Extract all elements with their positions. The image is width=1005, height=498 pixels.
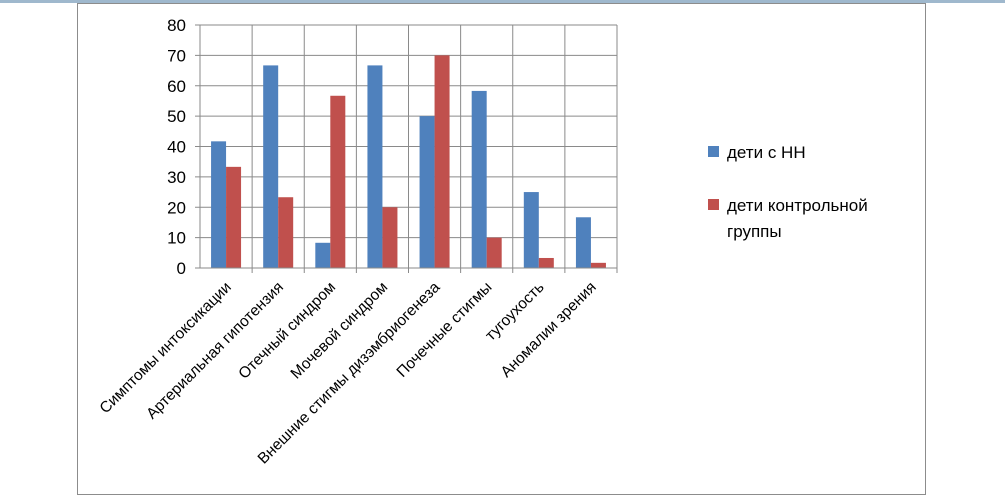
bar-nn [315,242,331,268]
bar-control [590,262,606,268]
x-tick-label: Отечный синдром [235,279,339,383]
x-tick-label: Аномалии зрения [498,279,600,381]
bar-control [330,95,346,269]
bar-nn [523,192,539,268]
y-tick-label: 70 [167,46,186,65]
bar-control [538,257,554,268]
bar-nn [211,141,227,268]
y-tick-label: 80 [167,16,186,35]
legend-swatch [708,146,719,157]
y-tick-label: 10 [167,229,186,248]
bar-nn [471,90,487,268]
top-rule [0,0,1005,3]
bar-nn [367,65,383,269]
legend-label: группы [727,222,782,241]
y-tick-label: 40 [167,138,186,157]
bar-control [226,166,242,268]
bars [211,55,606,269]
legend-label: дети с НН [727,143,806,162]
x-tick-label: Почечные стигмы [394,279,496,381]
bar-nn [575,217,591,268]
y-tick-label: 60 [167,77,186,96]
legend-label: дети контрольной [727,196,868,215]
bar-control [278,197,294,268]
legend: дети с НН дети контрольной группы [708,143,868,241]
bar-control [434,55,450,268]
bar-nn [263,65,279,269]
bar-nn [419,116,435,268]
bar-control [382,207,398,268]
x-tick-label: Внешние стигмы дизэмбриогенеза [255,279,444,468]
gridlines [200,24,618,273]
y-tick-label: 50 [167,107,186,126]
y-tick-label: 0 [177,259,186,278]
axes [195,24,617,269]
x-tick-label: Мочевой синдром [288,279,392,383]
bar-control [486,237,502,268]
y-tick-labels: 0 10 20 30 40 50 60 70 80 [167,16,186,278]
y-tick-label: 30 [167,168,186,187]
y-tick-label: 20 [167,198,186,217]
legend-swatch [708,199,719,210]
